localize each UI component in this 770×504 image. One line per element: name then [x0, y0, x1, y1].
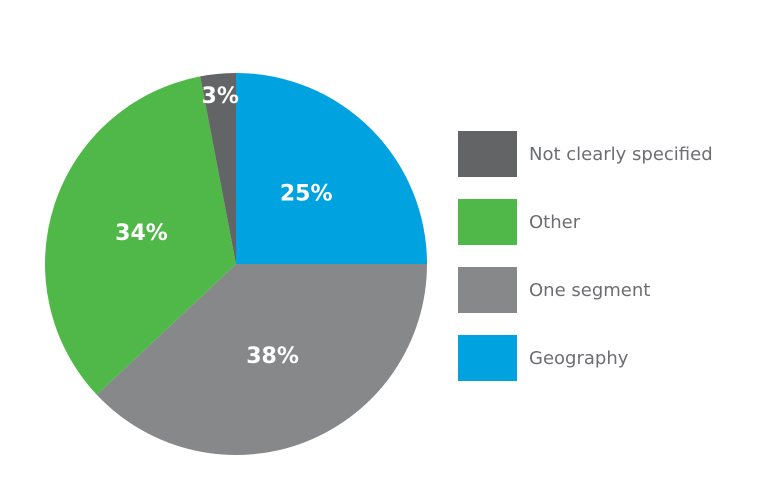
legend-swatch: [458, 199, 517, 245]
legend-label: Not clearly specified: [529, 143, 713, 165]
legend: Not clearly specified Other One segment Geo…: [458, 131, 713, 403]
slice-label-geography: 25%: [280, 181, 333, 206]
pie-slice-one-segment: [96, 264, 428, 455]
legend-swatch: [458, 131, 517, 177]
legend-item: Other: [458, 199, 713, 245]
legend-swatch: [458, 267, 517, 313]
legend-item: Not clearly specified: [458, 131, 713, 177]
legend-label: Geography: [529, 347, 629, 369]
legend-item: One segment: [458, 267, 713, 313]
legend-label: Other: [529, 211, 581, 233]
pie-slice-not-clearly-specified: [200, 73, 236, 264]
pie-chart: 25% 38% 34% 3%: [44, 73, 428, 455]
slice-label-one-segment: 38%: [246, 344, 299, 369]
legend-item: Geography: [458, 335, 713, 381]
legend-swatch: [458, 335, 517, 381]
legend-label: One segment: [529, 279, 651, 301]
pie-slice-other: [44, 76, 236, 395]
pie-slice-geography: [236, 73, 427, 264]
slice-label-not-clearly-specified: 3%: [202, 84, 239, 109]
slice-label-other: 34%: [115, 221, 168, 246]
